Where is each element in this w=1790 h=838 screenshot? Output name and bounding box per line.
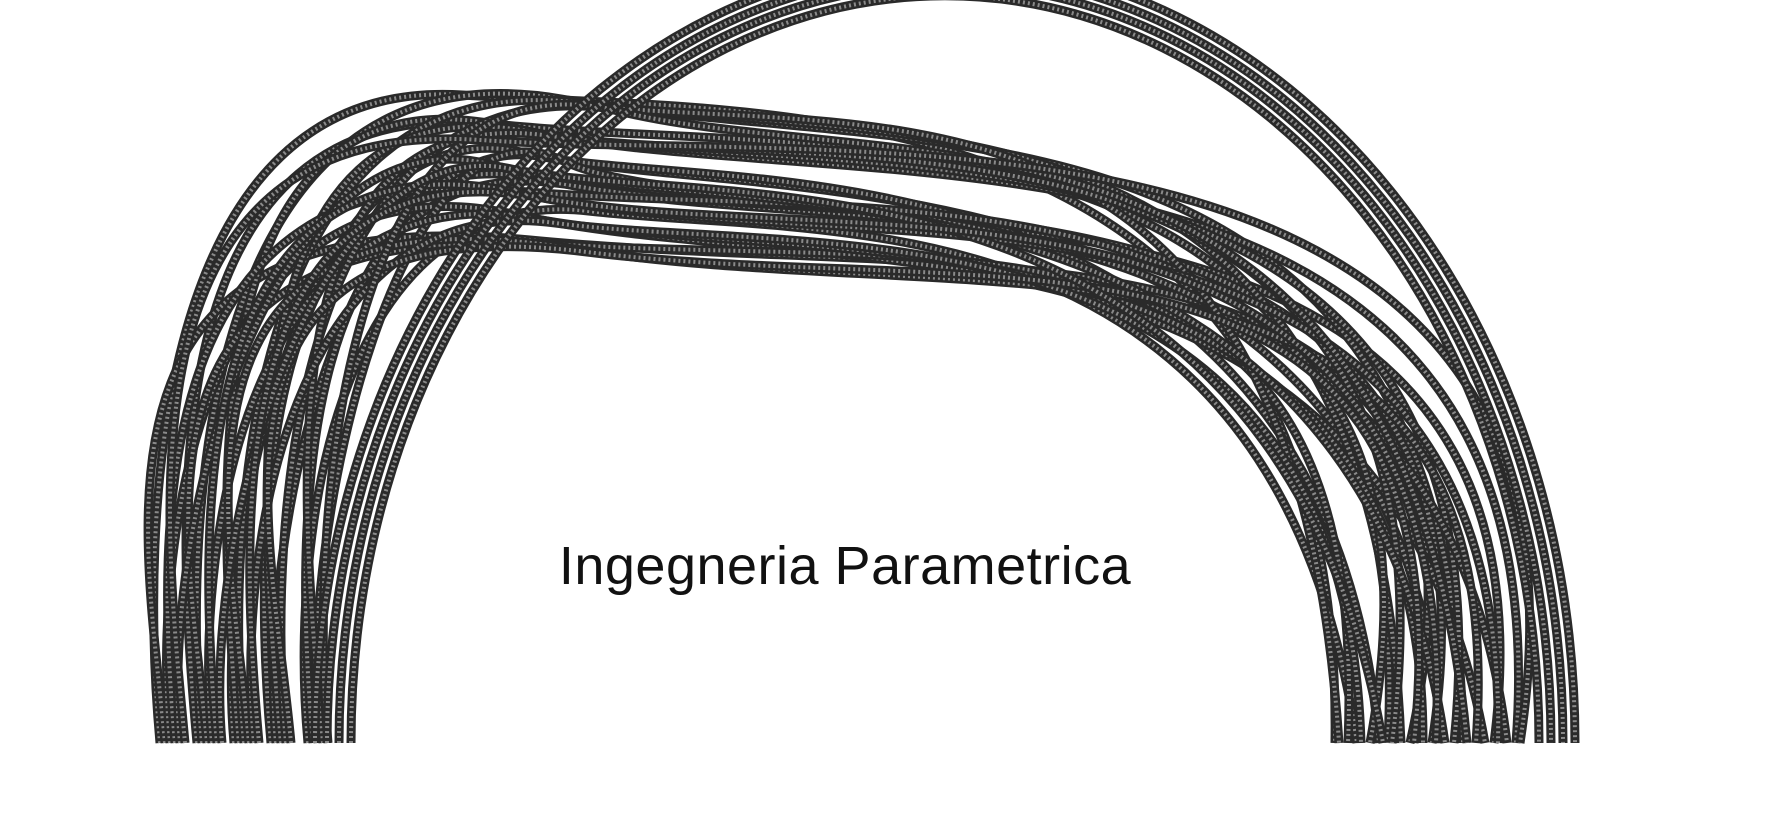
arch-strand-segments — [175, 157, 1447, 744]
caption-title: Ingegneria Parametrica — [558, 536, 1132, 596]
arch-rim-segments — [349, 0, 1541, 744]
arch-strand — [269, 150, 1384, 744]
arch-rim-segments — [337, 0, 1553, 744]
arch-tube-strands — [143, 0, 1580, 744]
arch-strand-segments — [247, 189, 1440, 744]
arch-strand-segments — [265, 244, 1421, 744]
arch-strand-segments — [165, 185, 1386, 744]
arch-strand-segments — [194, 91, 1465, 744]
arch-strand — [183, 237, 1354, 744]
arch-rim-strand — [310, 0, 1580, 744]
arch-strand-segments — [279, 103, 1341, 744]
arch-rim-strand — [322, 0, 1568, 744]
arch-strand-segments — [321, 102, 1469, 744]
arch-strand-segments — [248, 218, 1363, 744]
arch-strand-segments — [168, 136, 1532, 744]
